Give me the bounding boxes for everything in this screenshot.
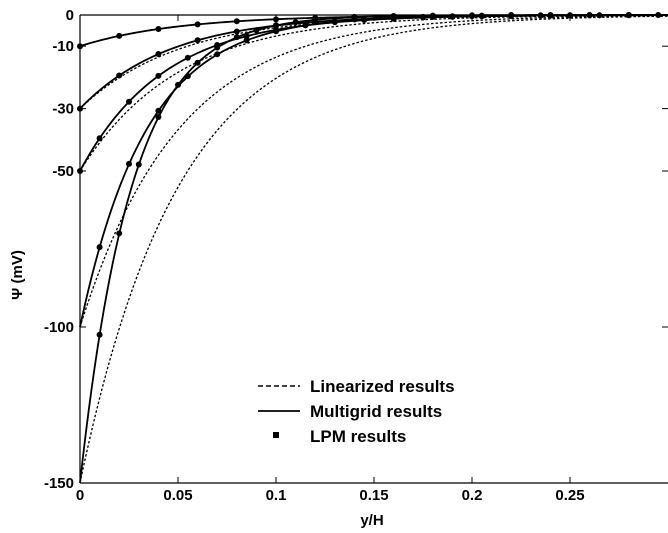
lpm-point [96, 331, 103, 338]
lpm-point [155, 26, 162, 33]
lpm-point [429, 12, 436, 19]
lpm-markers [77, 12, 662, 338]
legend-multigrid-label: Multigrid results [310, 402, 442, 421]
lpm-point [302, 22, 309, 29]
lpm-point [253, 27, 260, 34]
lpm-point [390, 12, 397, 19]
x-tick-label: 0.1 [266, 487, 287, 504]
lpm-point [478, 12, 485, 19]
x-axis-label: y/H [360, 512, 383, 529]
lpm-point [312, 16, 319, 23]
lpm-point [155, 72, 162, 79]
lpm-point [273, 28, 279, 35]
lpm-point [655, 12, 662, 18]
x-tick-label: 0.05 [163, 487, 192, 504]
lpm-point [175, 81, 181, 88]
lpm-point [194, 37, 201, 44]
legend-lpm-swatch [273, 432, 279, 438]
lpm-point [351, 14, 358, 21]
legend: Linearized results Multigrid results LPM… [258, 377, 455, 446]
lpm-point [331, 18, 338, 25]
lpm-point [96, 135, 103, 142]
y-tick-label: 0 [66, 7, 74, 24]
legend-lpm-label: LPM results [310, 427, 406, 446]
lpm-point [292, 19, 299, 26]
lpm-point [243, 37, 250, 44]
lpm-point [596, 12, 603, 19]
legend-linearized-label: Linearized results [310, 377, 455, 396]
lpm-point [116, 72, 123, 79]
lpm-point [194, 21, 201, 28]
x-tick-label: 0.15 [359, 487, 388, 504]
y-tick-label: -30 [52, 101, 74, 118]
lpm-point [194, 59, 201, 66]
lpm-point [420, 13, 426, 20]
lpm-point [449, 13, 456, 20]
lpm-point [547, 12, 554, 18]
linearized-curve [79, 15, 668, 328]
lpm-point [184, 73, 191, 80]
lpm-point [135, 161, 142, 168]
x-tick-label: 0 [76, 487, 84, 504]
linearized-curve [79, 15, 668, 484]
x-tick-label: 0.2 [462, 487, 483, 504]
lpm-point [233, 28, 240, 35]
y-axis-ticks: 0 -10 -30 -50 -100 -150 [44, 7, 668, 492]
x-axis-ticks: 0 0.05 0.1 0.15 0.2 0.25 [76, 15, 585, 504]
lpm-point [273, 22, 279, 29]
lpm-point [126, 160, 132, 167]
lpm-point [361, 16, 368, 23]
y-tick-label: -50 [52, 163, 74, 180]
y-tick-label: -100 [44, 319, 74, 336]
lpm-point [233, 18, 240, 25]
lpm-point [625, 12, 632, 18]
lpm-point [116, 32, 123, 39]
lpm-point [155, 114, 162, 121]
lpm-point [184, 54, 191, 61]
lpm-point [586, 12, 593, 18]
y-axis-label: Ψ (mV) [9, 250, 26, 300]
lpm-point [96, 244, 103, 251]
y-tick-label: -150 [44, 475, 74, 492]
lpm-point [214, 44, 221, 51]
lpm-point [537, 12, 544, 19]
lpm-point [155, 51, 162, 57]
lpm-point [126, 98, 132, 105]
lpm-point [214, 51, 221, 58]
multigrid-curve [79, 14, 668, 110]
multigrid-curve [79, 14, 668, 328]
y-tick-label: -10 [52, 38, 74, 55]
lpm-point [233, 34, 240, 41]
lpm-point [155, 107, 162, 114]
lpm-point [508, 12, 515, 18]
lpm-point [116, 230, 123, 237]
x-tick-label: 0.25 [555, 487, 584, 504]
linearized-curve [79, 14, 668, 110]
